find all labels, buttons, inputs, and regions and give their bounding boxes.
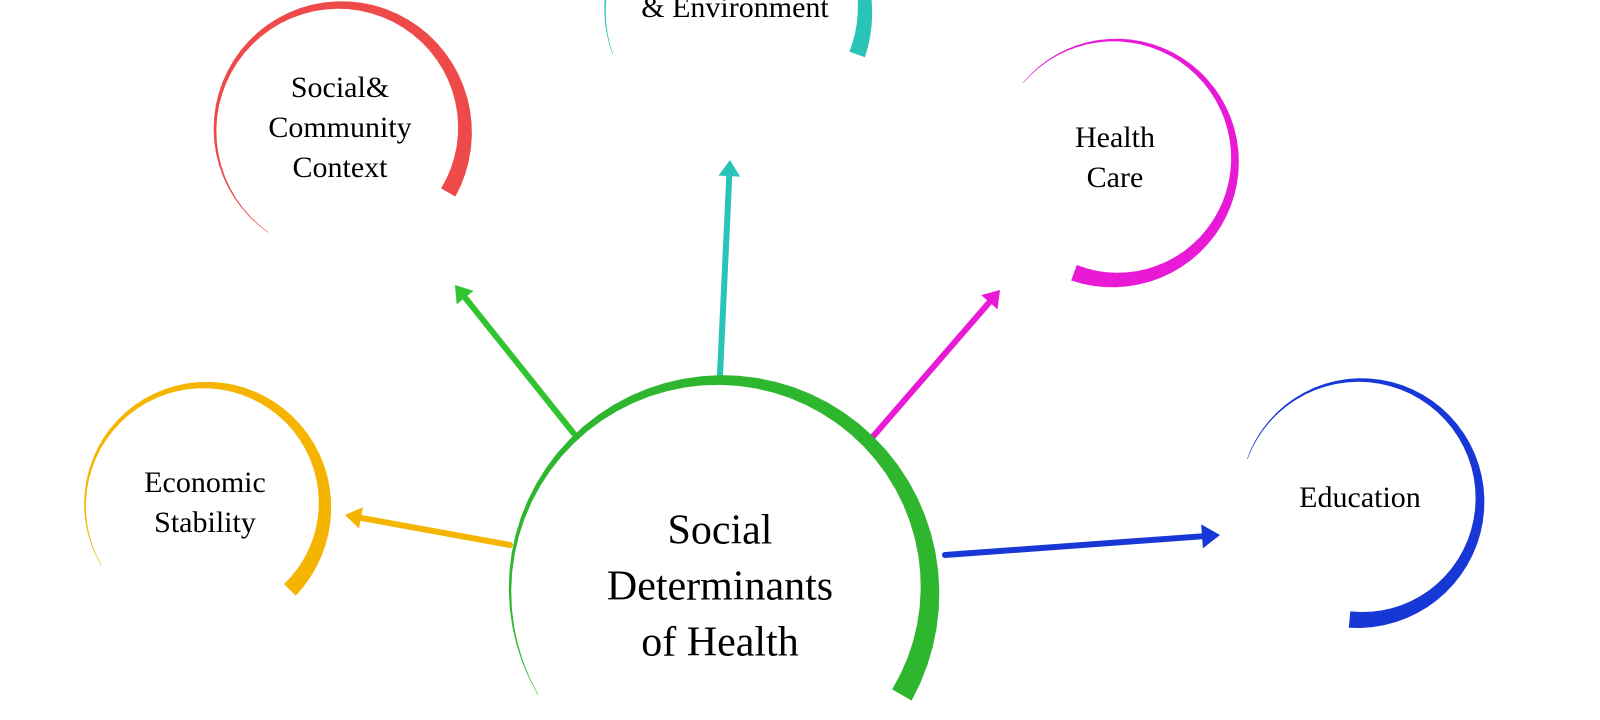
- center-title-line: of Health: [641, 620, 798, 666]
- node-label-social-community-context-line: Context: [293, 151, 389, 184]
- center-title-line: Determinants: [607, 564, 833, 610]
- connector-arrowhead: [345, 507, 363, 528]
- connector-line: [720, 176, 729, 375]
- connector-arrowhead: [1201, 524, 1220, 548]
- connector-line: [361, 518, 510, 545]
- connector-line: [945, 536, 1202, 555]
- node-label-social-community-context: Social&Community Context: [268, 71, 411, 184]
- node-label-health-care-line: Care: [1087, 161, 1144, 194]
- node-label-social-community-context-line: Community: [268, 111, 411, 144]
- diagram-canvas: Social Determinants of Health Economic Stabi…: [0, 0, 1600, 720]
- node-label-education: Education: [1299, 481, 1421, 514]
- node-label-neighborhood-environment: & Environment: [641, 0, 829, 24]
- node-label-economic-stability: Economic Stability: [144, 466, 266, 539]
- node-label-economic-stability-line: Stability: [154, 506, 256, 539]
- center-title-line: Social: [668, 508, 773, 554]
- node-label-health-care-line: Health: [1075, 121, 1155, 154]
- node-label-neighborhood-environment-line: & Environment: [641, 0, 829, 24]
- center-title: Social Determinants of Health: [607, 508, 833, 666]
- node-label-economic-stability-line: Economic: [144, 466, 266, 499]
- node-label-education-line: Education: [1299, 481, 1421, 514]
- node-label-social-community-context-line: Social&: [291, 71, 389, 104]
- node-label-health-care: Health Care: [1075, 121, 1155, 194]
- connector-line: [870, 302, 989, 440]
- connector-arrowhead: [718, 160, 740, 177]
- connector-line: [465, 298, 575, 435]
